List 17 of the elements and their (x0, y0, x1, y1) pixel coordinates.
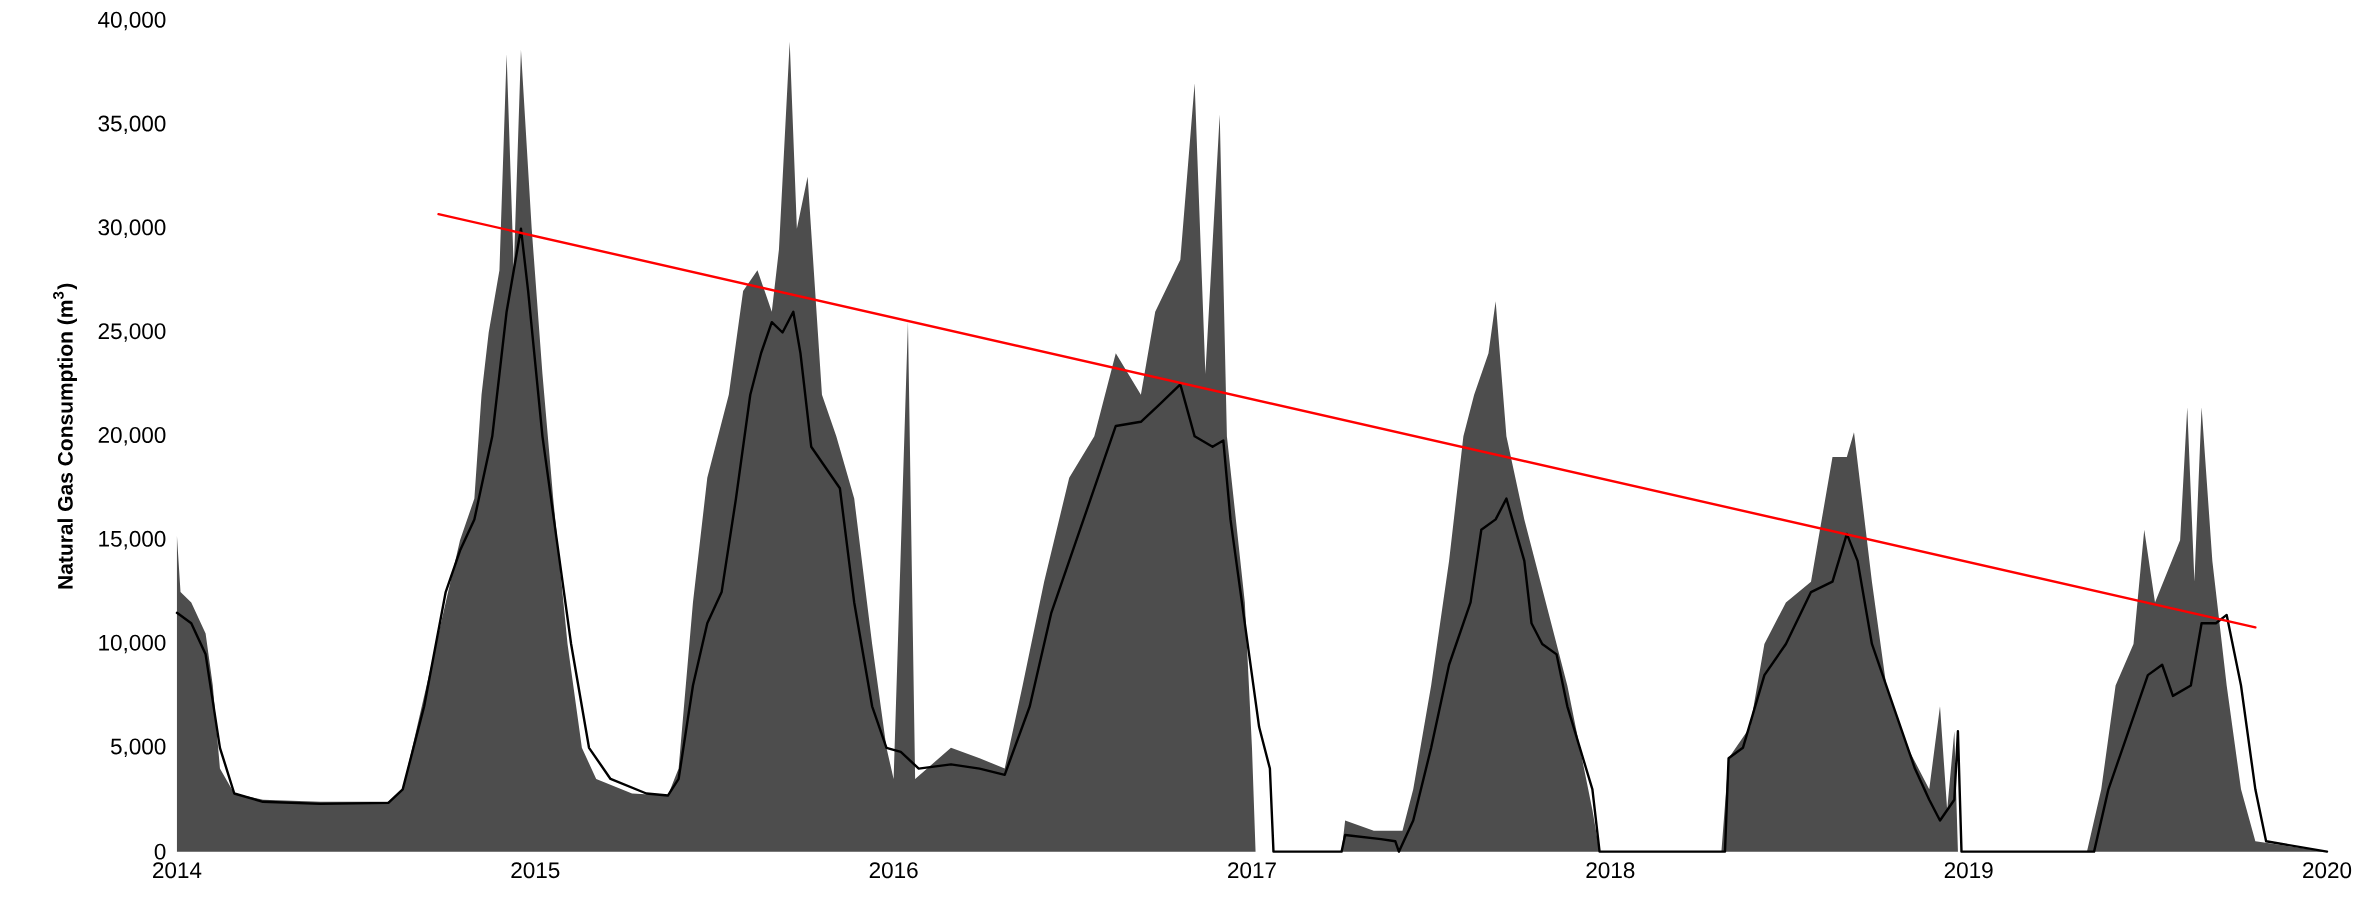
x-tick-label: 2014 (153, 862, 202, 879)
y-tick-label: 35,000 (98, 115, 166, 135)
x-tick-label: 2019 (1944, 862, 1993, 879)
x-tick-label: 2020 (2303, 862, 2352, 879)
y-tick-label: 25,000 (98, 323, 166, 343)
x-tick-label: 2015 (511, 862, 560, 879)
x-tick-label: 2017 (1228, 862, 1276, 879)
y-tick-label: 10,000 (99, 634, 166, 654)
y-tick-label: 40,000 (98, 11, 166, 31)
y-tick-label: 20,000 (98, 427, 166, 446)
y-axis-title: Natural Gas Consumption (m$^{3}$) (53, 284, 77, 589)
y-tick-label: 15,000 (99, 531, 166, 550)
y-tick-label: 5,000 (110, 738, 166, 758)
x-tick-label: 2018 (1586, 862, 1635, 879)
y-tick-label: 30,000 (98, 219, 166, 239)
y-tick-label: 0 (154, 843, 166, 860)
x-tick-label: 2016 (869, 862, 918, 879)
